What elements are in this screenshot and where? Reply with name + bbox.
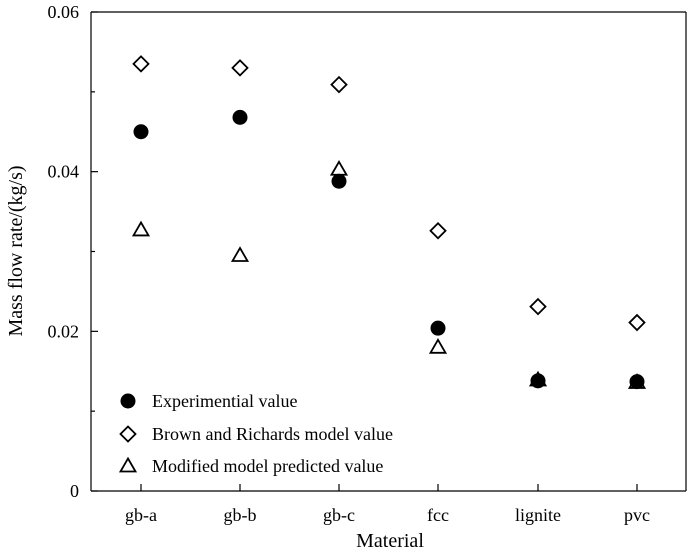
y-tick-label: 0.06 bbox=[48, 2, 80, 22]
data-point bbox=[429, 221, 447, 240]
data-point bbox=[131, 220, 151, 237]
data-point bbox=[628, 313, 646, 332]
y-tick-label: 0.04 bbox=[48, 162, 80, 182]
legend-label: Brown and Richards model value bbox=[152, 424, 393, 444]
legend-marker bbox=[119, 425, 137, 443]
data-point bbox=[132, 55, 150, 73]
y-axis-title: Mass flow rate/(kg/s) bbox=[5, 165, 27, 336]
data-point bbox=[133, 124, 149, 140]
y-tick-label: 0.02 bbox=[48, 321, 80, 341]
x-tick-label: gb-c bbox=[323, 505, 355, 525]
y-axis-ticks: 0 0.02 0.04 0.06 bbox=[48, 2, 98, 501]
data-markers bbox=[131, 55, 647, 390]
legend-label: Modified model predicted value bbox=[152, 456, 383, 476]
legend-item: Brown and Richards model value bbox=[119, 424, 393, 444]
legend-marker bbox=[118, 456, 138, 473]
x-tick-label: lignite bbox=[515, 505, 561, 525]
legend-label: Experimential value bbox=[152, 391, 297, 411]
data-point bbox=[230, 246, 250, 262]
series-0 bbox=[133, 109, 645, 390]
data-point bbox=[330, 75, 348, 94]
legend: Experimential value Brown and Richards mo… bbox=[118, 391, 393, 476]
data-point bbox=[428, 337, 448, 354]
x-tick-label: gb-b bbox=[224, 505, 257, 525]
data-point bbox=[331, 173, 347, 189]
x-tick-label: gb-a bbox=[125, 505, 157, 525]
plot-frame bbox=[90, 11, 687, 492]
x-tick-label: pvc bbox=[624, 505, 650, 525]
legend-item: Experimential value bbox=[120, 391, 297, 411]
data-point bbox=[232, 109, 248, 125]
x-axis-ticks: gb-a gb-b gb-c fcc lignite pvc bbox=[125, 484, 650, 525]
x-tick-label: fcc bbox=[427, 505, 449, 525]
data-point bbox=[529, 297, 547, 316]
legend-item: Modified model predicted value bbox=[118, 456, 383, 476]
x-axis-title: Material bbox=[356, 530, 424, 552]
data-point bbox=[528, 370, 548, 387]
data-point bbox=[329, 159, 349, 176]
series-2 bbox=[131, 159, 647, 389]
y-tick-label: 0 bbox=[70, 481, 79, 501]
data-point bbox=[627, 373, 647, 389]
legend-marker bbox=[120, 393, 136, 409]
data-point bbox=[430, 320, 446, 336]
data-point bbox=[231, 59, 249, 77]
series-1 bbox=[132, 55, 646, 332]
